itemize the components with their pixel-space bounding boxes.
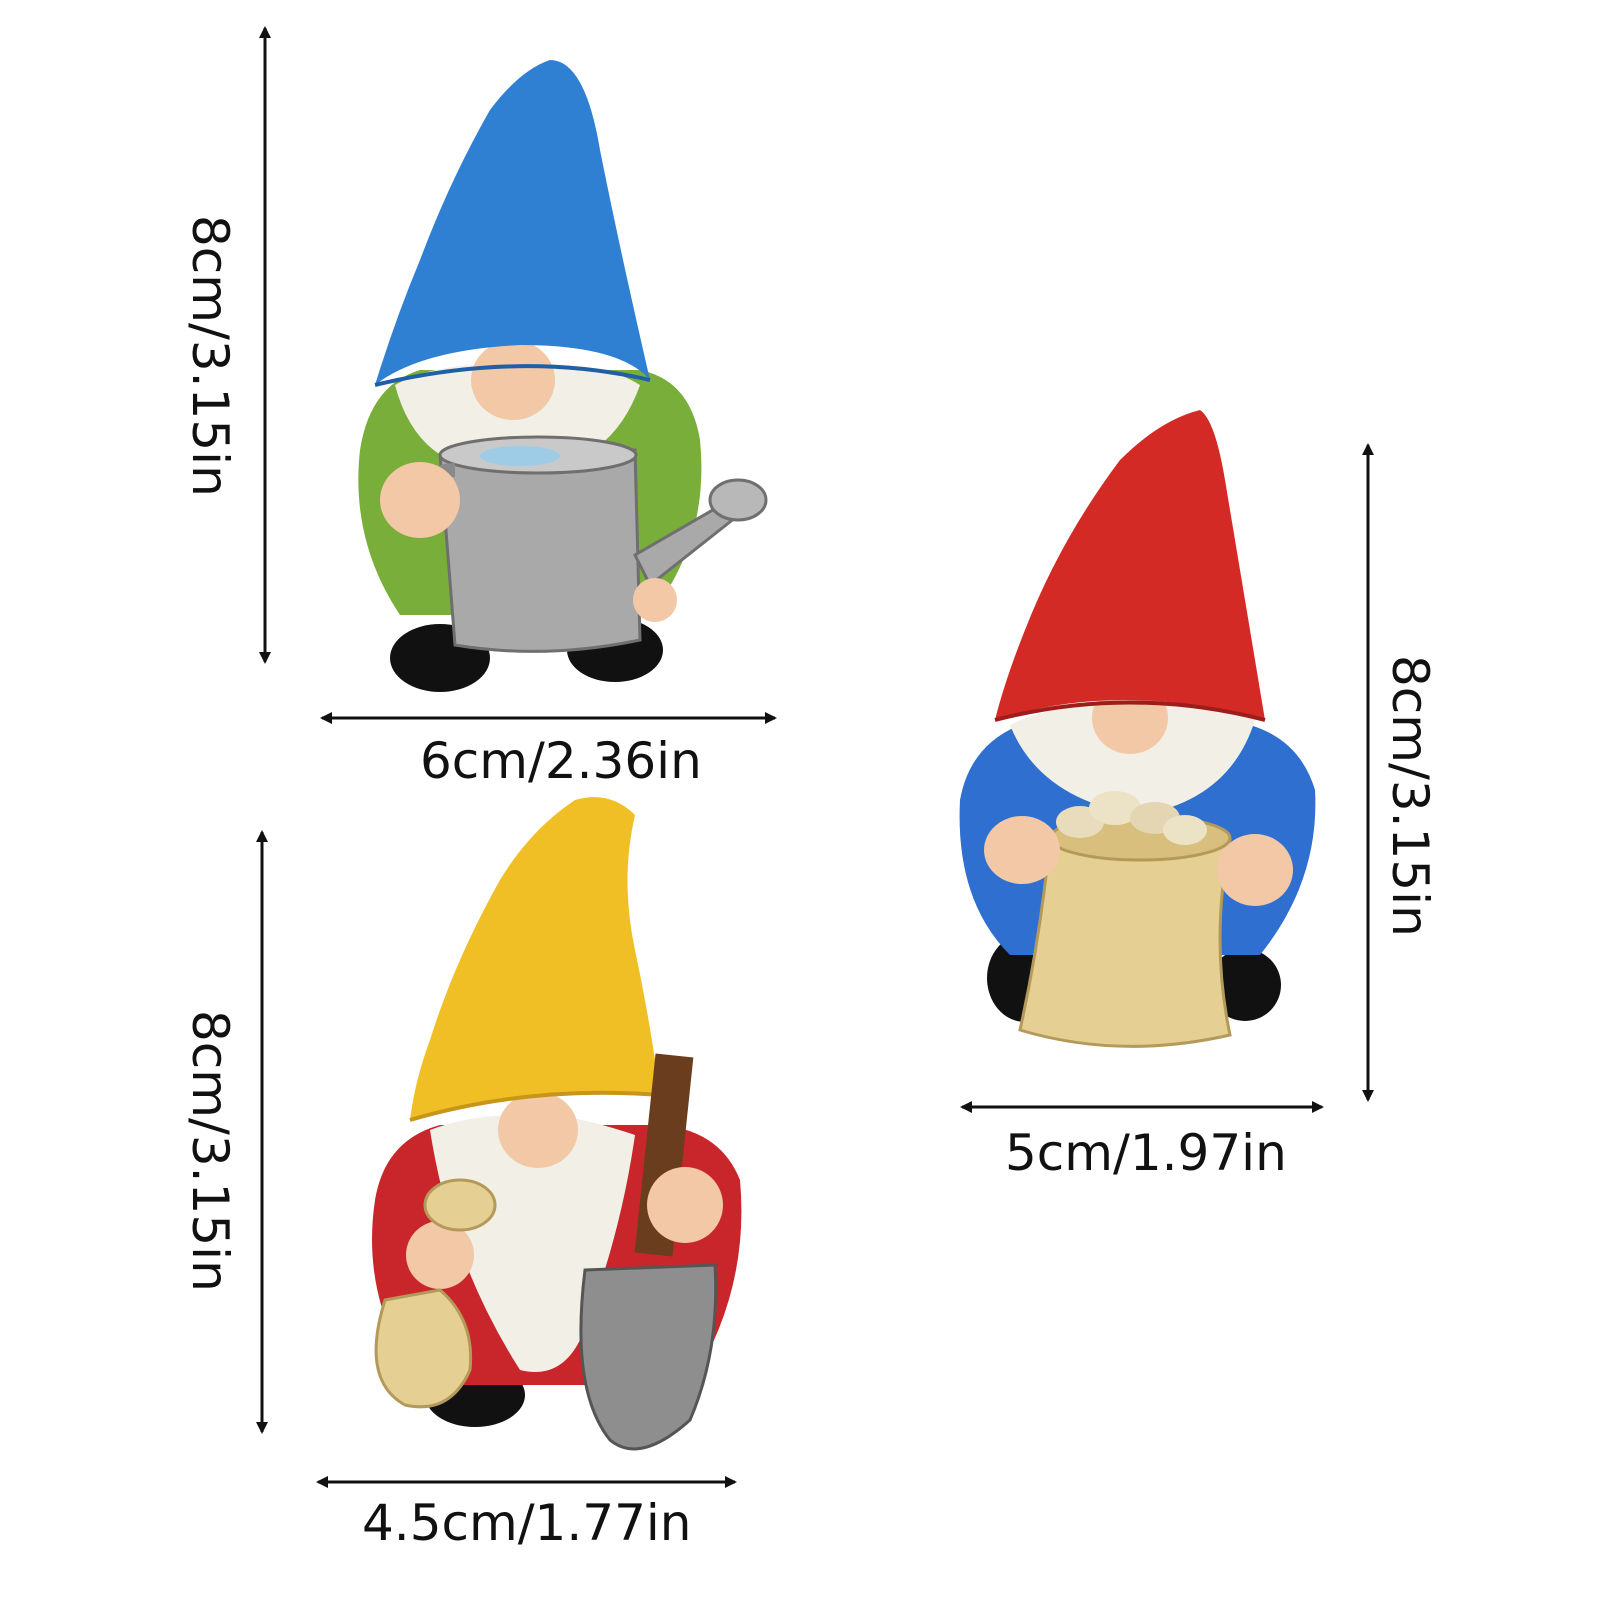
gnome-yellow-hat-shovel — [372, 797, 742, 1451]
gnome-blue-hat-watering-can — [358, 60, 768, 692]
width-label-yellow: 4.5cm/1.77in — [362, 1494, 692, 1552]
width-label-blue: 6cm/2.36in — [420, 732, 702, 790]
width-label-red: 5cm/1.97in — [1005, 1124, 1287, 1182]
gnome-red-hat-sack — [959, 410, 1316, 1048]
height-label-blue: 8cm/3.15in — [181, 215, 239, 497]
height-label-red: 8cm/3.15in — [1381, 655, 1439, 937]
height-label-yellow: 8cm/3.15in — [181, 1010, 239, 1292]
